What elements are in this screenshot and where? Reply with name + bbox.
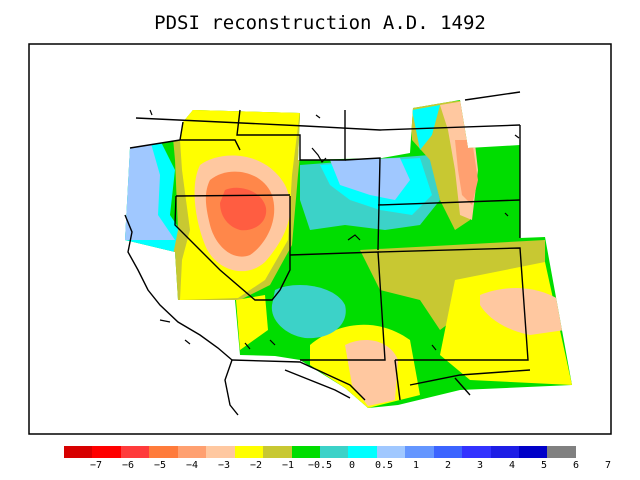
legend-tick-label: −1	[281, 460, 295, 471]
legend-swatch-12	[405, 446, 434, 458]
legend-swatch-2	[120, 446, 150, 458]
legend-tick-label: 3	[476, 460, 484, 471]
pdsi-field	[125, 100, 572, 408]
legend-tick-label: 2	[444, 460, 452, 471]
legend-tick-label: 7	[604, 460, 612, 471]
legend-swatch-1	[92, 446, 121, 458]
legend-swatch-5	[206, 446, 235, 458]
legend-tick-label: 0.5	[374, 460, 394, 471]
state-boundaries	[124, 91, 531, 416]
map-title: PDSI reconstruction A.D. 1492	[154, 12, 486, 34]
legend-swatches	[63, 445, 577, 459]
legend-tick-label: 0	[348, 460, 356, 471]
legend-tick-label: −6	[121, 460, 135, 471]
legend-swatch-14	[462, 446, 491, 458]
legend-swatch-15	[490, 446, 519, 458]
legend-tick-label: −2	[249, 460, 263, 471]
color-legend: −7 −6 −5 −4 −3 −2 −1 −0.5 0 0.5 1 2 3 4 5 6 7	[63, 445, 611, 480]
legend-swatch-8	[291, 446, 320, 458]
legend-swatch-10	[348, 446, 377, 458]
legend-swatch-6	[234, 446, 264, 458]
pdsi-map	[28, 43, 612, 435]
legend-tick-label: −7	[89, 460, 103, 471]
legend-swatch-17	[547, 446, 576, 458]
legend-tick-label: 1	[412, 460, 420, 471]
legend-tick-label: −0.5	[307, 460, 333, 471]
legend-swatch-3	[149, 446, 178, 458]
legend-swatch-13	[433, 446, 463, 458]
legend-tick-label: 6	[572, 460, 580, 471]
legend-swatch-16	[519, 446, 548, 458]
legend-tick-label: 5	[540, 460, 548, 471]
legend-swatch-11	[376, 446, 406, 458]
legend-tick-label: −3	[217, 460, 231, 471]
legend-swatch-4	[177, 446, 207, 458]
legend-tick-label: 4	[508, 460, 516, 471]
legend-swatch-0	[64, 446, 93, 458]
legend-swatch-9	[319, 446, 349, 458]
legend-tick-label: −4	[185, 460, 199, 471]
legend-swatch-7	[263, 446, 292, 458]
legend-tick-label: −5	[153, 460, 167, 471]
map-details	[149, 109, 520, 351]
